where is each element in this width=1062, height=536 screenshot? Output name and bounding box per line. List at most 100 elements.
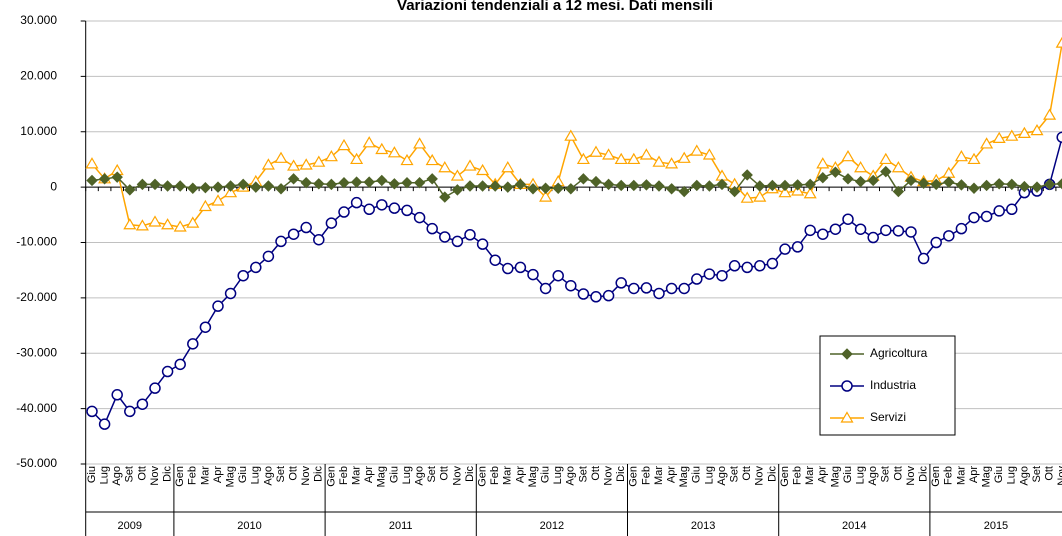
point (891, 161, 905, 173)
point (237, 178, 249, 191)
legend-marker (841, 348, 853, 360)
point (565, 279, 577, 292)
point (376, 199, 388, 211)
point (615, 277, 627, 289)
x-tick-label: Lug (1006, 466, 1018, 484)
point (350, 176, 363, 188)
point (854, 223, 867, 235)
point (766, 179, 779, 192)
point (350, 152, 364, 165)
point (388, 202, 401, 214)
x-tick-label: Set (577, 466, 589, 483)
point (691, 273, 703, 285)
point (716, 178, 728, 191)
point (250, 181, 262, 193)
point (841, 149, 855, 162)
point (199, 181, 212, 194)
group-label: 2015 (984, 520, 1008, 532)
point (313, 178, 325, 190)
x-tick-label: Ago (1018, 466, 1030, 486)
x-tick-label: Mag (829, 466, 841, 487)
y-tick-label: -20.000 (16, 290, 57, 304)
point (161, 218, 175, 230)
point (539, 182, 552, 194)
point (439, 191, 451, 203)
point (954, 149, 968, 162)
point (740, 191, 754, 203)
point (312, 155, 326, 167)
point (174, 358, 186, 371)
point (149, 178, 161, 191)
point (640, 282, 653, 294)
y-tick-label: -10.000 (16, 235, 57, 249)
y-tick-label: -30.000 (16, 345, 57, 359)
point (753, 190, 767, 202)
x-tick-label: Set (426, 466, 438, 483)
y-tick-label: 30.000 (20, 13, 57, 27)
point (854, 161, 868, 173)
x-tick-label: Nov (451, 466, 463, 486)
point (98, 418, 111, 430)
x-tick-label: Gen (628, 466, 640, 487)
point (779, 243, 791, 255)
x-tick-label: Mar (804, 466, 816, 485)
group-label: 2012 (540, 520, 564, 532)
point (577, 288, 590, 300)
point (148, 215, 162, 227)
y-tick-label: 10.000 (20, 124, 57, 138)
point (413, 137, 427, 149)
point (564, 129, 578, 141)
point (917, 177, 930, 189)
point (880, 165, 892, 178)
point (85, 157, 99, 169)
point (1017, 126, 1031, 139)
x-tick-label: Ott (136, 466, 148, 481)
x-tick-label: Mar (955, 466, 967, 485)
point (324, 149, 338, 162)
point (262, 250, 275, 263)
point (980, 210, 993, 223)
point (665, 282, 678, 295)
point (829, 223, 842, 235)
point (955, 179, 968, 191)
point (1030, 123, 1044, 136)
x-tick-label: Set (275, 466, 287, 483)
point (401, 176, 413, 189)
point (716, 269, 728, 282)
x-tick-label: Mag (678, 466, 690, 487)
point (450, 169, 464, 181)
point (489, 180, 501, 192)
x-tick-label: Giu (993, 466, 1005, 483)
point (653, 287, 665, 300)
x-tick-label: Lug (552, 466, 564, 484)
point (1031, 181, 1043, 193)
x-tick-label: Apr (666, 466, 678, 483)
point (413, 211, 426, 224)
x-tick-label: Mag (376, 466, 388, 487)
point (576, 152, 590, 165)
point (614, 152, 628, 165)
point (224, 287, 237, 300)
point (577, 173, 590, 185)
point (930, 236, 942, 249)
point (287, 173, 300, 185)
x-tick-label: Lug (703, 466, 715, 484)
x-tick-label: Lug (99, 466, 111, 484)
x-tick-label: Nov (754, 466, 766, 486)
point (224, 180, 237, 192)
point (198, 199, 212, 212)
point (1018, 180, 1031, 193)
point (187, 338, 199, 350)
point (728, 260, 741, 272)
point (123, 218, 137, 230)
point (187, 182, 199, 194)
point (287, 228, 300, 240)
point (1055, 36, 1062, 48)
point (690, 144, 704, 156)
point (589, 145, 603, 157)
point (980, 179, 993, 192)
x-tick-label: Gen (325, 466, 337, 487)
point (375, 142, 389, 155)
point (993, 178, 1005, 190)
